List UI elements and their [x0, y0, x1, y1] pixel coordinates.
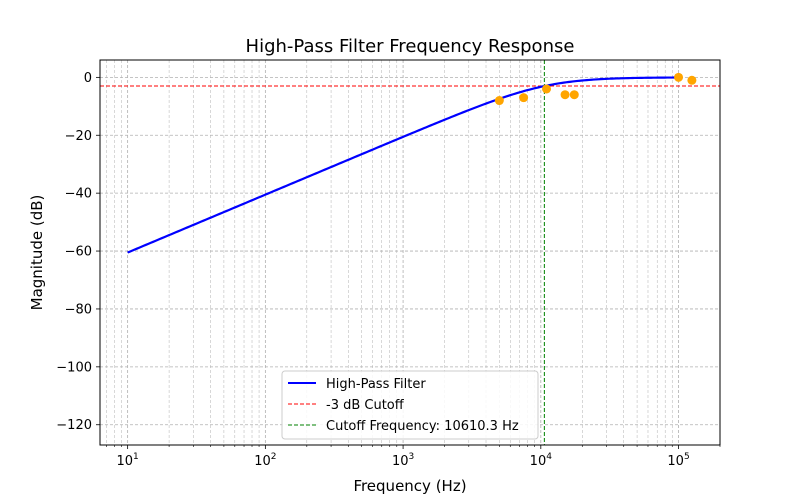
scatter-point	[569, 90, 579, 100]
plot-area	[100, 60, 720, 445]
legend-label-cutoff-db: -3 dB Cutoff	[326, 398, 405, 413]
y-tick-label: −40	[65, 187, 92, 202]
x-tick-label: 104	[530, 452, 553, 469]
scatter-point	[674, 72, 684, 82]
legend: High-Pass Filter -3 dB Cutoff Cutoff Fre…	[281, 370, 539, 440]
x-tick-label: 103	[392, 452, 414, 469]
scatter-point	[687, 75, 697, 85]
y-tick-label: 0	[84, 71, 92, 86]
x-tick-label: 105	[667, 452, 689, 469]
scatter-point	[519, 93, 529, 103]
scatter-point	[494, 96, 504, 106]
series-line-high-pass-filter	[127, 76, 679, 254]
scatter-point	[560, 90, 570, 100]
y-tick-label: −60	[65, 245, 92, 260]
x-tick-label: 101	[116, 452, 138, 469]
x-axis-label: Frequency (Hz)	[353, 477, 466, 495]
legend-label-cutoff-frequency: Cutoff Frequency: 10610.3 Hz	[326, 419, 519, 434]
axes-frame	[99, 59, 721, 446]
y-tick-label: −120	[56, 418, 92, 433]
x-tick-label: 102	[254, 452, 276, 469]
axis-ticks: 0 −20 −40 −60 −80 −100 −120 101 102 103 104 105	[56, 71, 721, 469]
chart-title: High-Pass Filter Frequency Response	[246, 36, 575, 57]
y-tick-label: −100	[56, 360, 92, 375]
legend-box	[281, 370, 539, 440]
scatter-point	[542, 84, 552, 94]
y-tick-label: −80	[65, 302, 92, 317]
y-tick-label: −20	[65, 129, 92, 144]
legend-label-high-pass-filter: High-Pass Filter	[326, 377, 426, 392]
y-axis-label: Magnitude (dB)	[28, 195, 46, 311]
